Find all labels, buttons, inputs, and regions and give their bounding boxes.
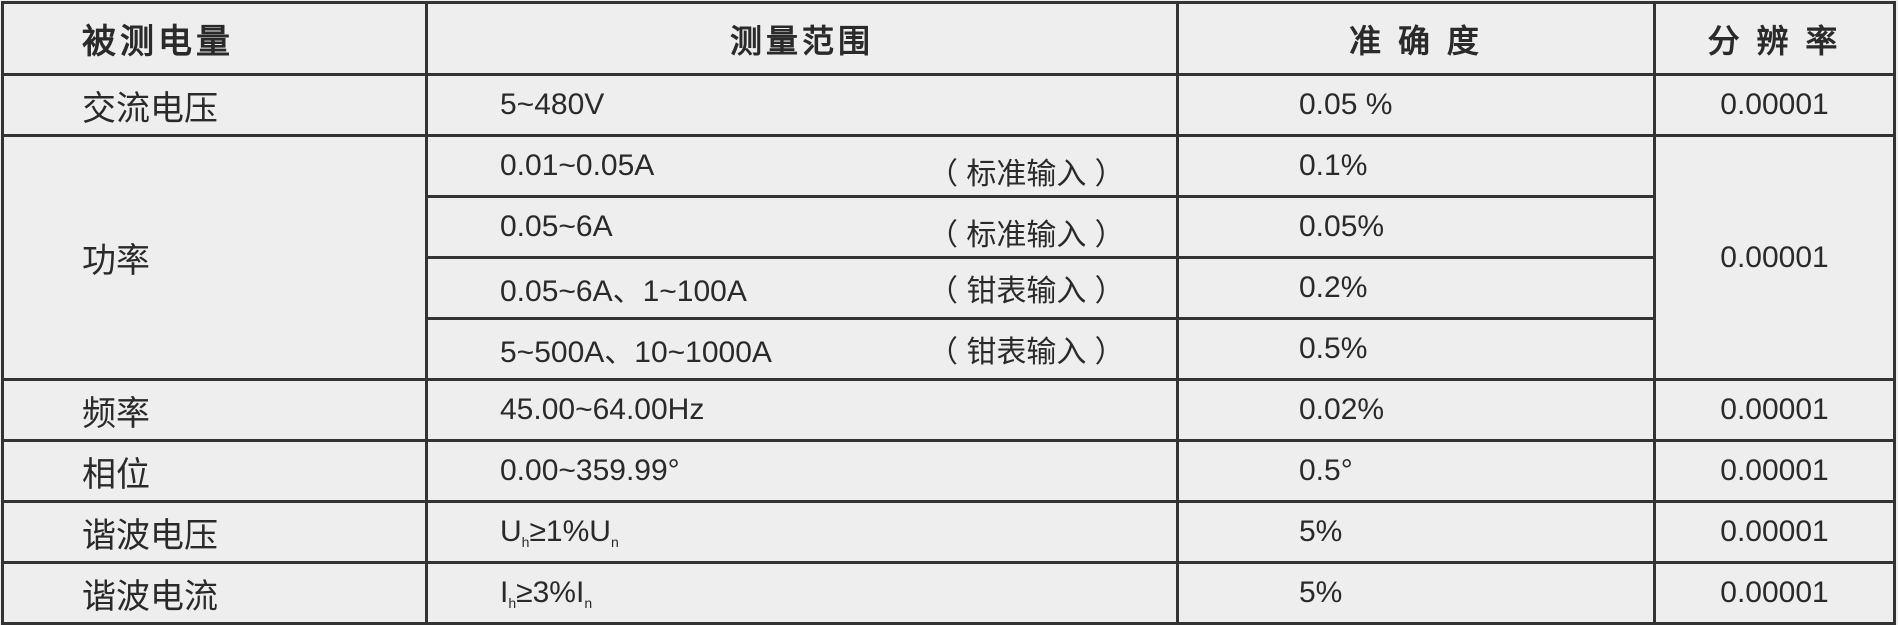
range-cell: 0.05~6A （ 标准输入 ） xyxy=(425,195,1179,259)
range-cell: 5~480V xyxy=(425,73,1179,137)
range-cell: 0.01~0.05A （ 标准输入 ） xyxy=(425,134,1179,198)
range-symbol: U xyxy=(500,514,522,548)
quantity-cell: 频率 xyxy=(1,378,428,442)
range-subscript: h xyxy=(508,594,517,611)
range-value: 0.01~0.05A xyxy=(500,149,655,182)
table-row: 0.05~6A、1~100A （ 钳表输入 ） 0.2% xyxy=(3,256,1895,320)
range-cell: Uh≥1%Un xyxy=(425,500,1179,564)
range-value: 0.05~6A、1~100A xyxy=(500,275,747,308)
table-row: 频率 45.00~64.00Hz 0.02% 0.00001 xyxy=(1,378,1896,442)
range-subscript: n xyxy=(584,594,593,611)
resolution-cell: 0.00001 xyxy=(1653,134,1896,381)
range-subscript: h xyxy=(521,533,530,550)
table-row: 相位 0.00~359.99° 0.5° 0.00001 xyxy=(1,439,1896,503)
accuracy-cell: 0.1% xyxy=(1176,134,1656,198)
resolution-cell: 0.00001 xyxy=(1653,500,1896,564)
table-row: 5~500A、10~1000A （ 钳表输入 ） 0.5% xyxy=(3,317,1895,381)
range-symbol: I xyxy=(500,575,509,609)
quantity-cell: 谐波电流 xyxy=(1,561,428,625)
table-row: 功率 0.01~0.05A （ 标准输入 ） 0.1% 0.00001 xyxy=(1,134,1896,381)
range-subscript: n xyxy=(610,533,619,550)
accuracy-cell: 0.02% xyxy=(1176,378,1656,442)
accuracy-cell: 0.05% xyxy=(1176,195,1656,259)
resolution-cell: 0.00001 xyxy=(1653,439,1896,503)
table-row: 交流电压 5~480V 0.05 % 0.00001 xyxy=(1,73,1896,137)
input-note: （ 钳表输入 ） xyxy=(928,275,1125,308)
range-cell: Ih≥3%In xyxy=(425,561,1179,625)
range-condition: ≥3%I xyxy=(516,575,585,609)
range-value: 0.05~6A xyxy=(500,210,613,243)
resolution-cell: 0.00001 xyxy=(1653,378,1896,442)
header-range: 测量范围 xyxy=(425,1,1179,76)
quantity-cell: 交流电压 xyxy=(1,73,428,137)
range-cell: 45.00~64.00Hz xyxy=(425,378,1179,442)
table-row: 0.05~6A （ 标准输入 ） 0.05% xyxy=(3,195,1895,259)
accuracy-cell: 5% xyxy=(1176,500,1656,564)
header-row: 被测电量 测量范围 准 确 度 分 辨 率 xyxy=(1,1,1896,76)
input-note: （ 标准输入 ） xyxy=(928,219,1125,252)
input-note: （ 钳表输入 ） xyxy=(928,336,1125,369)
accuracy-cell: 5% xyxy=(1176,561,1656,625)
quantity-cell: 谐波电压 xyxy=(1,500,428,564)
input-note: （ 标准输入 ） xyxy=(928,158,1125,191)
range-cell: 5~500A、10~1000A （ 钳表输入 ） xyxy=(425,317,1179,381)
quantity-cell: 相位 xyxy=(1,439,428,503)
resolution-cell: 0.00001 xyxy=(1653,561,1896,625)
range-condition: ≥1%U xyxy=(529,514,611,548)
range-cell: 0.05~6A、1~100A （ 钳表输入 ） xyxy=(425,256,1179,320)
accuracy-cell: 0.05 % xyxy=(1176,73,1656,137)
header-accuracy: 准 确 度 xyxy=(1176,1,1656,76)
accuracy-cell: 0.5% xyxy=(1176,317,1656,381)
range-cell: 0.00~359.99° xyxy=(425,439,1179,503)
accuracy-cell: 0.2% xyxy=(1176,256,1656,320)
resolution-cell: 0.00001 xyxy=(1653,73,1896,137)
table-row: 谐波电压 Uh≥1%Un 5% 0.00001 xyxy=(1,500,1896,564)
header-resolution: 分 辨 率 xyxy=(1653,1,1896,76)
accuracy-cell: 0.5° xyxy=(1176,439,1656,503)
range-value: 5~500A、10~1000A xyxy=(500,336,772,369)
table-row: 谐波电流 Ih≥3%In 5% 0.00001 xyxy=(1,561,1896,625)
quantity-cell: 功率 xyxy=(1,134,428,381)
header-quantity: 被测电量 xyxy=(1,1,428,76)
